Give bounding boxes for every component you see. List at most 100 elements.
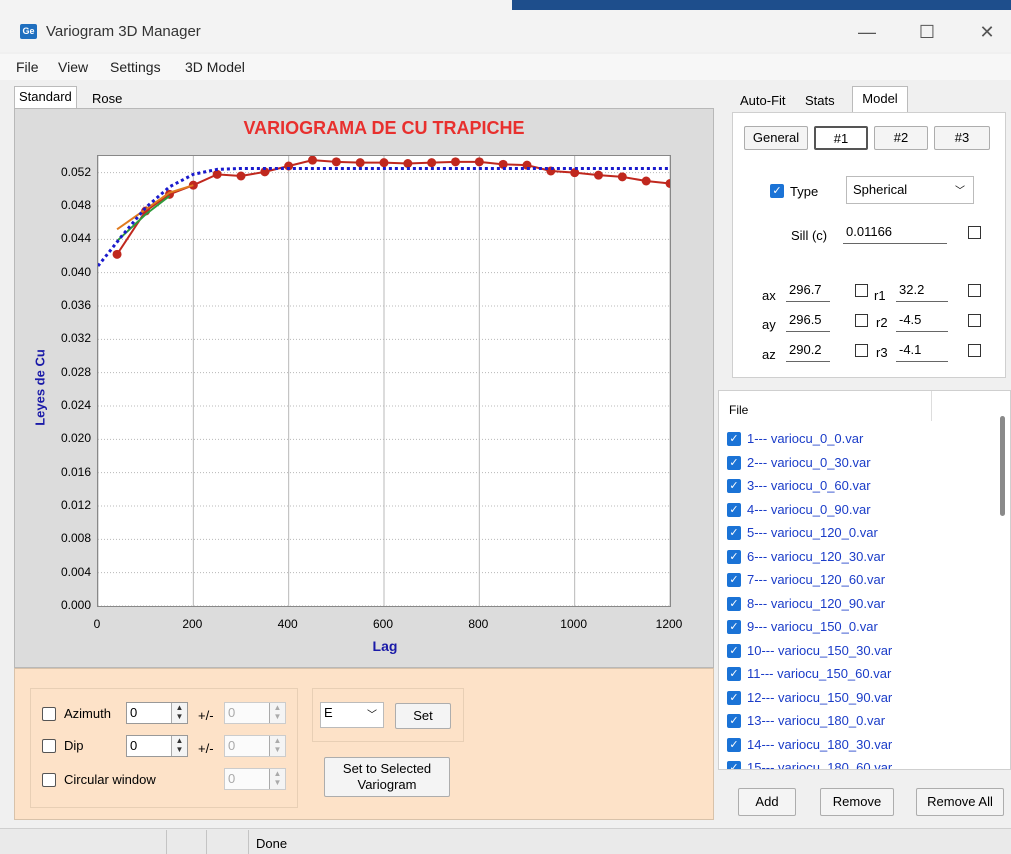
ax-input[interactable]: 296.7 [786,280,830,302]
tab-auto-fit[interactable]: Auto-Fit [740,93,786,108]
dip-tolerance-spin-icon[interactable]: ▲ ▼ [269,736,285,756]
menu-settings[interactable]: Settings [110,59,161,75]
menu-file[interactable]: File [16,59,39,75]
variogram-point [260,167,270,177]
sill-input[interactable]: 0.01166 [843,222,947,244]
file-name: 9--- variocu_150_0.var [747,619,878,634]
r1-lock-checkbox[interactable] [968,284,981,297]
r2-input[interactable]: -4.5 [896,310,948,332]
dip-spin-icon[interactable]: ▲ ▼ [171,736,187,756]
variogram-point [212,169,222,179]
tab-standard[interactable]: Standard [14,86,77,108]
file-checkbox[interactable]: ✓ [727,761,741,769]
r1-input[interactable]: 32.2 [896,280,948,302]
ay-value: 296.5 [789,312,822,327]
type-checkbox[interactable]: ✓ [770,184,784,198]
azimuth-spin-icon[interactable]: ▲ ▼ [171,703,187,723]
close-icon[interactable]: ✕ [979,22,995,42]
menu-3d-model[interactable]: 3D Model [185,59,245,75]
chart-title: VARIOGRAMA DE CU TRAPICHE [243,118,525,138]
file-checkbox[interactable]: ✓ [727,643,741,658]
file-checkbox[interactable]: ✓ [727,502,741,517]
r3-input[interactable]: -4.1 [896,340,948,362]
azimuth-checkbox[interactable] [42,707,56,721]
variogram-point [570,168,580,178]
file-checkbox[interactable]: ✓ [727,573,741,587]
variogram-point [641,176,651,186]
file-checkbox[interactable]: ✓ [727,432,741,446]
x-tick-label: 600 [372,617,394,631]
y-tick-label: 0.048 [60,198,91,212]
y-tick-label: 0.036 [60,298,91,312]
subtab-general[interactable]: General [744,126,808,150]
file-checkbox[interactable]: ✓ [727,737,741,752]
az-label: az [762,347,776,362]
variogram-point [594,170,603,180]
file-checkbox[interactable]: ✓ [727,620,741,634]
az-lock-checkbox[interactable] [855,344,868,357]
ax-lock-checkbox[interactable] [855,284,868,297]
set-button[interactable]: Set [395,703,451,729]
file-checkbox[interactable]: ✓ [727,667,741,681]
sill-value: 0.01166 [846,224,893,239]
azimuth-tolerance-value: 0 [228,705,236,720]
status-divider [166,830,167,854]
model-type-select[interactable]: Spherical ﹀ [846,176,974,204]
angle-group [30,688,298,808]
ay-input[interactable]: 296.5 [786,310,830,332]
minimize-icon[interactable]: — [858,22,876,42]
x-tick-label: 1200 [655,617,683,631]
y-tick-label: 0.028 [60,364,91,379]
file-checkbox[interactable]: ✓ [727,596,741,611]
background-app-strip [0,0,1011,14]
file-name: 15--- variocu_180_60.var [747,760,893,770]
r2-lock-checkbox[interactable] [968,314,981,327]
r3-lock-checkbox[interactable] [968,344,981,357]
azimuth-value: 0 [130,705,138,720]
subtab-structure-2[interactable]: #2 [874,126,928,150]
sill-lock-checkbox[interactable] [968,226,981,239]
tab-model[interactable]: Model [852,86,908,112]
file-checkbox[interactable]: ✓ [727,455,741,470]
x-tick-label: 400 [277,617,298,631]
add-button[interactable]: Add [738,788,796,816]
circular-window-spin-icon[interactable]: ▲ ▼ [269,769,285,789]
file-checkbox[interactable]: ✓ [727,690,741,705]
file-name: 1--- variocu_0_0.var [747,431,864,446]
subtab-structure-3[interactable]: #3 [934,126,990,150]
variogram-chart [96,155,675,607]
remove-button[interactable]: Remove [820,788,894,816]
set-to-selected-variogram-button[interactable]: Set to Selected Variogram [324,757,450,797]
file-list-scrollbar[interactable] [1000,416,1005,516]
az-input[interactable]: 290.2 [786,340,830,362]
tab-rose[interactable]: Rose [92,91,123,106]
variogram-series-line [116,195,171,242]
menu-view[interactable]: View [58,59,89,75]
circular-window-checkbox[interactable] [42,773,56,787]
azimuth-tolerance-spin-icon[interactable]: ▲ ▼ [269,703,285,723]
file-checkbox[interactable]: ✓ [727,714,741,728]
file-name: 5--- variocu_120_0.var [747,525,878,540]
tab-stats[interactable]: Stats [805,93,835,108]
status-divider [206,830,207,854]
file-list[interactable]: File ✓ 1--- variocu_0_0.var ✓ 2--- variocu_… [718,390,1011,770]
file-checkbox[interactable]: ✓ [727,526,741,540]
y-tick-label: 0.040 [60,264,91,279]
file-checkbox[interactable]: ✓ [727,479,741,493]
subtab-structure-1[interactable]: #1 [814,126,868,150]
r1-label: r1 [874,288,886,303]
variogram-point [188,180,198,190]
dip-checkbox[interactable] [42,739,56,753]
remove-all-button[interactable]: Remove All [916,788,1004,816]
direction-select[interactable]: E ﹀ [320,702,384,728]
variogram-point [308,155,317,165]
variogram-point [617,172,627,182]
model-type-value: Spherical [853,182,908,197]
file-checkbox[interactable]: ✓ [727,549,741,564]
variogram-point [112,249,122,259]
window-title: Variogram 3D Manager [46,23,201,40]
variogram-point [284,161,294,171]
maximize-icon[interactable]: ☐ [918,22,936,42]
ay-lock-checkbox[interactable] [855,314,868,327]
file-name: 14--- variocu_180_30.var [747,736,893,752]
